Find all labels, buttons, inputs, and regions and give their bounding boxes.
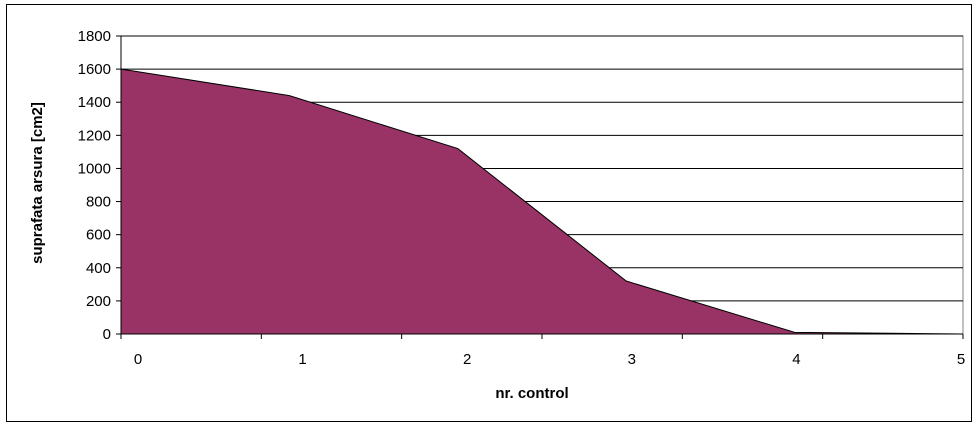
y-axis-title: suprafata arsura [cm2] — [29, 102, 46, 264]
x-tick-label-4: 4 — [792, 351, 800, 368]
area-outline — [120, 68, 964, 335]
area-chart: 0 200 400 600 800 1000 1200 1400 1600 1800 0 1 2 3 4 5… — [29, 28, 965, 402]
x-tick-labels: 0 1 2 3 4 5 — [134, 351, 965, 368]
x-tick-label-3: 3 — [628, 351, 636, 368]
y-tick-label-1000: 1000 — [78, 160, 111, 177]
y-tick-label-600: 600 — [86, 227, 111, 244]
x-axis-title: nr. control — [495, 385, 568, 402]
chart-frame: 0 200 400 600 800 1000 1200 1400 1600 1800 0 1 2 3 4 5… — [6, 4, 972, 422]
axes — [116, 35, 964, 339]
x-tick-label-0: 0 — [134, 351, 142, 368]
x-tick-label-1: 1 — [298, 351, 306, 368]
area-series — [120, 68, 964, 335]
x-tick-label-5: 5 — [957, 351, 965, 368]
y-tick-label-400: 400 — [86, 260, 111, 277]
x-tick-label-2: 2 — [463, 351, 471, 368]
y-tick-labels: 0 200 400 600 800 1000 1200 1400 1600 1800 — [78, 28, 111, 343]
y-tick-label-1400: 1400 — [78, 94, 111, 111]
y-tick-label-1800: 1800 — [78, 28, 111, 45]
y-tick-label-1200: 1200 — [78, 127, 111, 144]
y-tick-label-200: 200 — [86, 293, 111, 310]
y-tick-label-0: 0 — [103, 326, 111, 343]
y-tick-label-800: 800 — [86, 194, 111, 211]
area-fill — [121, 69, 963, 334]
y-tick-label-1600: 1600 — [78, 61, 111, 78]
